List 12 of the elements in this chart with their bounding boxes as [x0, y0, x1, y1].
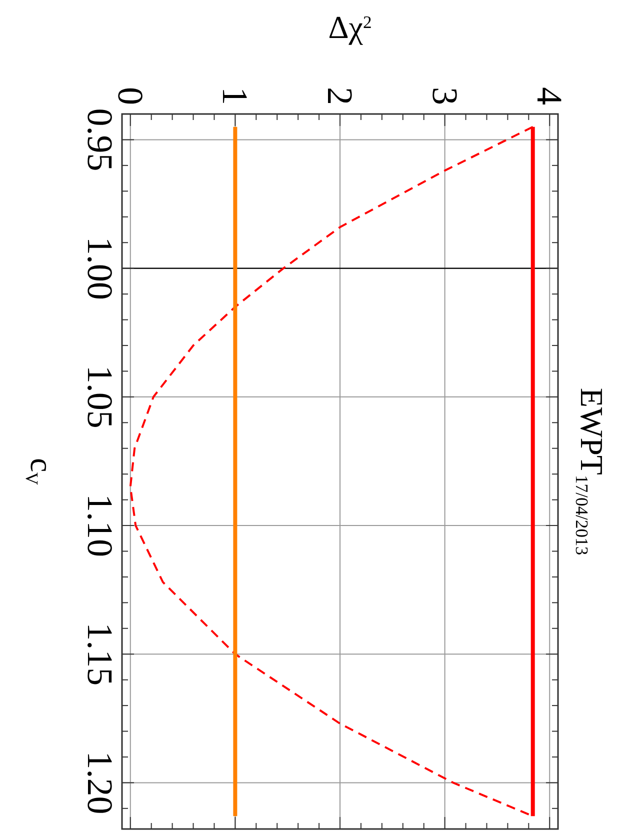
x-axis-title: Δχ$^{2}$	[328, 9, 372, 45]
x-tick-label: 2	[320, 87, 360, 105]
y-tick-label: 0.95	[80, 108, 120, 172]
y-tick-label: 1.20	[80, 751, 120, 814]
x-tick-label: 1	[215, 87, 256, 105]
y-tick-label: 1.10	[80, 494, 120, 558]
y-tick-label: 1.00	[80, 236, 120, 300]
y-tick-label: 1.15	[80, 622, 120, 686]
x-tick-label: 0	[110, 87, 150, 105]
y-tick-label: 1.05	[80, 365, 120, 428]
x-tick-label: 4	[530, 87, 570, 105]
x-tick-label: 3	[424, 87, 465, 105]
